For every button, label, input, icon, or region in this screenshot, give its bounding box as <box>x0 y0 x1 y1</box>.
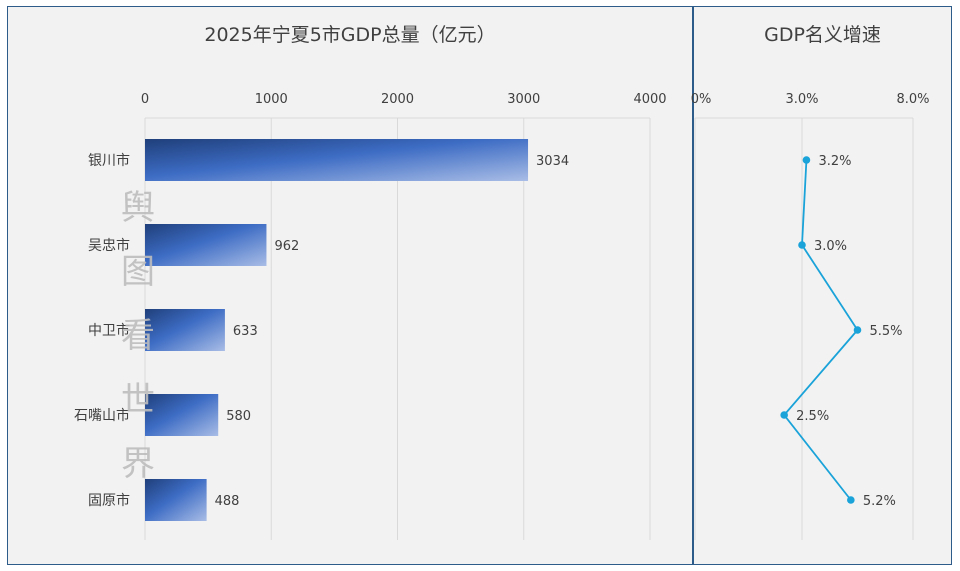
growth-value-label: 5.2% <box>863 494 896 509</box>
gdp-x-tick: 1000 <box>255 92 288 107</box>
watermark-char: 图 <box>121 252 155 292</box>
growth-line <box>783 159 859 501</box>
panel-divider <box>692 6 694 565</box>
growth-value-label: 3.0% <box>814 239 847 254</box>
city-label: 中卫市 <box>88 322 130 339</box>
growth-x-tick: 0% <box>691 92 712 107</box>
watermark-char: 看 <box>121 316 155 356</box>
city-label: 固原市 <box>88 492 130 509</box>
gdp-value-label: 633 <box>233 324 258 339</box>
gdp-chart-title: 2025年宁夏5市GDP总量（亿元） <box>204 24 496 46</box>
watermark-char: 舆 <box>121 188 155 228</box>
growth-point <box>798 241 806 249</box>
gdp-x-tick: 0 <box>141 92 149 107</box>
city-label: 银川市 <box>88 152 130 169</box>
city-label: 石嘴山市 <box>74 407 130 424</box>
gdp-bar <box>145 394 219 436</box>
gdp-bar <box>145 139 529 181</box>
growth-x-tick: 3.0% <box>785 92 818 107</box>
gdp-value-label: 962 <box>274 239 299 254</box>
gdp-value-label: 488 <box>215 494 240 509</box>
growth-value-label: 5.5% <box>870 324 903 339</box>
gdp-x-tick: 4000 <box>633 92 666 107</box>
growth-value-label: 2.5% <box>796 409 829 424</box>
city-label: 吴忠市 <box>88 237 130 254</box>
growth-point <box>847 496 855 504</box>
gdp-bar <box>145 309 225 351</box>
gdp-value-label: 3034 <box>536 154 569 169</box>
growth-value-label: 3.2% <box>818 154 851 169</box>
gdp-bar <box>145 224 267 266</box>
growth-point <box>780 411 788 419</box>
gdp-x-tick: 3000 <box>507 92 540 107</box>
watermark-char: 界 <box>121 444 155 484</box>
growth-point <box>802 156 811 164</box>
growth-point <box>853 326 862 334</box>
chart-frame <box>7 6 952 565</box>
growth-chart-title: GDP名义增速 <box>764 24 881 46</box>
gdp-value-label: 580 <box>226 409 251 424</box>
watermark-char: 世 <box>121 380 155 420</box>
gdp-x-tick: 2000 <box>381 92 414 107</box>
growth-x-tick: 8.0% <box>896 92 929 107</box>
gdp-bar <box>145 479 207 521</box>
